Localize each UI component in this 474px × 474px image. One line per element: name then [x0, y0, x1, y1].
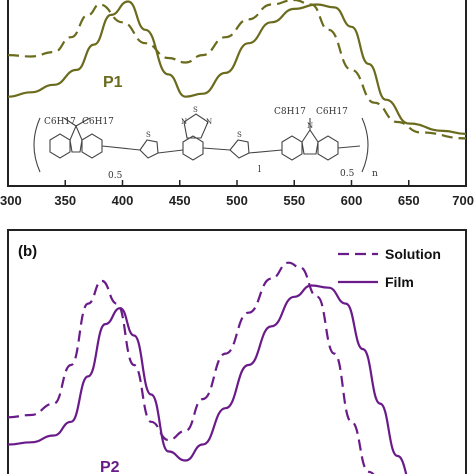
x-tick-label-300: 300 [0, 193, 22, 208]
struct-atom-s1: S [146, 131, 151, 139]
struct-label-1: C6H17 [44, 117, 76, 127]
x-tick-label-450: 450 [169, 193, 191, 208]
struct-label-5: C6H17 [316, 107, 348, 117]
x-tick-label-550: 550 [283, 193, 305, 208]
polymer-label-p2: P2 [100, 459, 120, 474]
struct-label-3: 0.5 [108, 171, 123, 181]
x-tick-label-600: 600 [341, 193, 363, 208]
legend-label-film: Film [385, 274, 414, 290]
polymer-label-p1: P1 [103, 74, 123, 91]
struct-label-6: 0.5 [340, 169, 355, 179]
struct-label-8: n [372, 169, 378, 179]
struct-atom-s3: S [237, 131, 242, 139]
legend-label-solution: Solution [385, 246, 441, 262]
x-tick-label-650: 650 [398, 193, 420, 208]
struct-atom-n3: N [307, 122, 313, 130]
struct-atom-n1: N [181, 118, 187, 126]
panel-a-curves [8, 0, 466, 138]
x-tick-label-500: 500 [226, 193, 248, 208]
legend: Solution Film [338, 246, 441, 290]
struct-label-2: C6H17 [82, 117, 114, 127]
struct-atom-n2: N [206, 118, 212, 126]
x-tick-label-400: 400 [112, 193, 134, 208]
struct-atom-s2: S [193, 106, 198, 114]
x-tick-label-350: 350 [54, 193, 76, 208]
struct-label-7: l [258, 165, 261, 175]
panel-label-b: (b) [18, 243, 37, 260]
x-tick-label-700: 700 [452, 193, 474, 208]
panel-b: (b) P2 Solution Film [8, 230, 466, 474]
p2-series-solid [8, 286, 415, 474]
struct-label-4: C8H17 [274, 107, 306, 117]
p2-series-dashed [8, 263, 386, 474]
p1-series-solid [8, 2, 466, 134]
panel-b-curves [8, 263, 415, 474]
panel-a-x-ticks: 300 350 400 450 500 550 600 650 700 [0, 180, 474, 208]
p1-structure-labels: C6H17 C6H17 0.5 C8H17 C6H17 0.5 l n S N … [44, 106, 378, 181]
panel-a: 300 350 400 450 500 550 600 650 700 P1 [0, 0, 474, 208]
